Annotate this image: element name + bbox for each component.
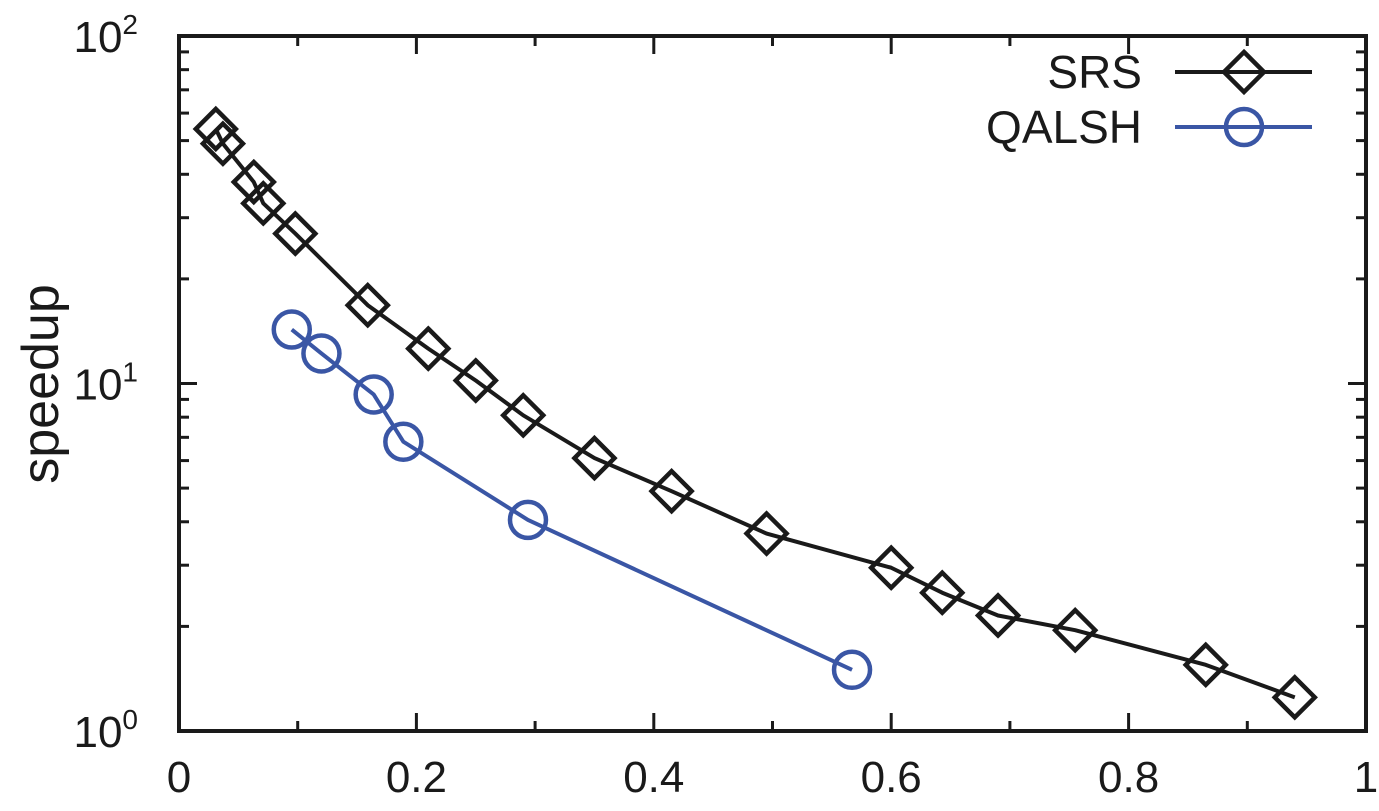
srs-point xyxy=(974,592,1022,639)
x-tick-label: 1 xyxy=(1354,753,1378,802)
srs-point xyxy=(192,105,239,153)
srs-point xyxy=(1182,641,1229,689)
srs-point xyxy=(743,510,790,557)
srs-point xyxy=(1271,674,1318,721)
srs-point xyxy=(500,392,547,439)
srs-point xyxy=(344,282,391,329)
series-layer xyxy=(192,105,1318,721)
x-tick-label: 0.4 xyxy=(623,753,684,802)
qalsh-point xyxy=(353,374,394,415)
y-tick-label: 101 xyxy=(73,357,138,410)
qalsh-point xyxy=(271,309,313,350)
srs-point xyxy=(240,180,287,227)
x-tick-label: 0.8 xyxy=(1098,753,1159,802)
qalsh-point xyxy=(831,649,873,691)
x-tick-label: 0 xyxy=(167,753,191,802)
srs-point xyxy=(648,467,695,515)
axis-ticks xyxy=(177,34,1368,733)
srs-point xyxy=(571,434,618,482)
qalsh-point xyxy=(383,421,424,462)
x-tick-label: 0.2 xyxy=(386,753,447,802)
qalsh-point xyxy=(301,333,342,374)
axis-tick-labels: 0 0.2 0.4 0.6 0.8 1 100 101 102 xyxy=(73,9,1378,802)
legend-item-qalsh: QALSH xyxy=(986,101,1312,153)
series-qalsh xyxy=(271,309,873,691)
srs-line xyxy=(213,128,1296,700)
srs-point xyxy=(272,210,319,257)
srs-point xyxy=(919,569,966,616)
srs-point xyxy=(230,158,277,206)
qalsh-line xyxy=(290,327,853,672)
y-axis-label: speedup xyxy=(12,284,70,484)
legend-item-srs: SRS xyxy=(1047,46,1312,98)
y-tick-label: 100 xyxy=(73,704,138,757)
series-srs xyxy=(192,105,1318,721)
legend-marker-qalsh xyxy=(1223,106,1265,148)
x-tick-label: 0.6 xyxy=(861,753,922,802)
legend-marker-srs xyxy=(1220,48,1268,96)
srs-point xyxy=(199,120,247,167)
legend-label-srs: SRS xyxy=(1047,46,1142,98)
legend-label-qalsh: QALSH xyxy=(986,101,1142,153)
srs-point xyxy=(452,357,499,404)
srs-point xyxy=(1052,607,1099,654)
qalsh-point xyxy=(507,499,549,541)
srs-point xyxy=(405,325,452,372)
srs-point xyxy=(868,544,915,591)
y-tick-label: 102 xyxy=(73,9,138,62)
